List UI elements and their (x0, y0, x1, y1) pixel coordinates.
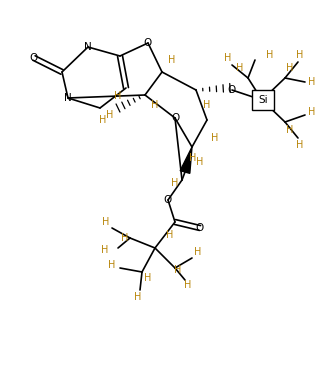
Text: H: H (224, 53, 232, 63)
Text: H: H (296, 50, 304, 60)
Text: H: H (236, 63, 244, 73)
Text: H: H (171, 178, 179, 188)
Text: H: H (189, 153, 197, 163)
Text: H: H (286, 63, 294, 73)
Text: H: H (121, 233, 129, 243)
Text: H: H (166, 230, 174, 240)
Text: H: H (196, 157, 204, 167)
Polygon shape (180, 147, 192, 173)
Text: H: H (106, 110, 114, 120)
Text: H: H (211, 133, 219, 143)
Text: H: H (174, 265, 182, 275)
Text: H: H (203, 100, 211, 110)
Text: H: H (134, 292, 142, 302)
Text: H: H (308, 107, 316, 117)
Text: H: H (102, 217, 110, 227)
Text: H: H (286, 125, 294, 135)
Text: O: O (171, 113, 179, 123)
Text: N: N (84, 42, 92, 52)
Text: O: O (144, 38, 152, 48)
Text: H: H (308, 77, 316, 87)
Text: O: O (30, 53, 38, 63)
Text: H: H (266, 50, 274, 60)
Text: H: H (296, 140, 304, 150)
Text: H: H (114, 91, 122, 101)
Text: H: H (194, 247, 202, 257)
Text: H: H (184, 280, 192, 290)
Text: H: H (101, 245, 109, 255)
FancyBboxPatch shape (252, 90, 274, 110)
Text: O: O (164, 195, 172, 205)
Text: O: O (196, 223, 204, 233)
Text: Si: Si (258, 95, 268, 105)
Text: N: N (64, 93, 72, 103)
Text: H: H (99, 115, 107, 125)
Text: O: O (228, 85, 236, 95)
Text: H: H (108, 260, 116, 270)
Text: H: H (144, 273, 152, 283)
Text: H: H (168, 55, 176, 65)
Text: H: H (151, 100, 159, 110)
